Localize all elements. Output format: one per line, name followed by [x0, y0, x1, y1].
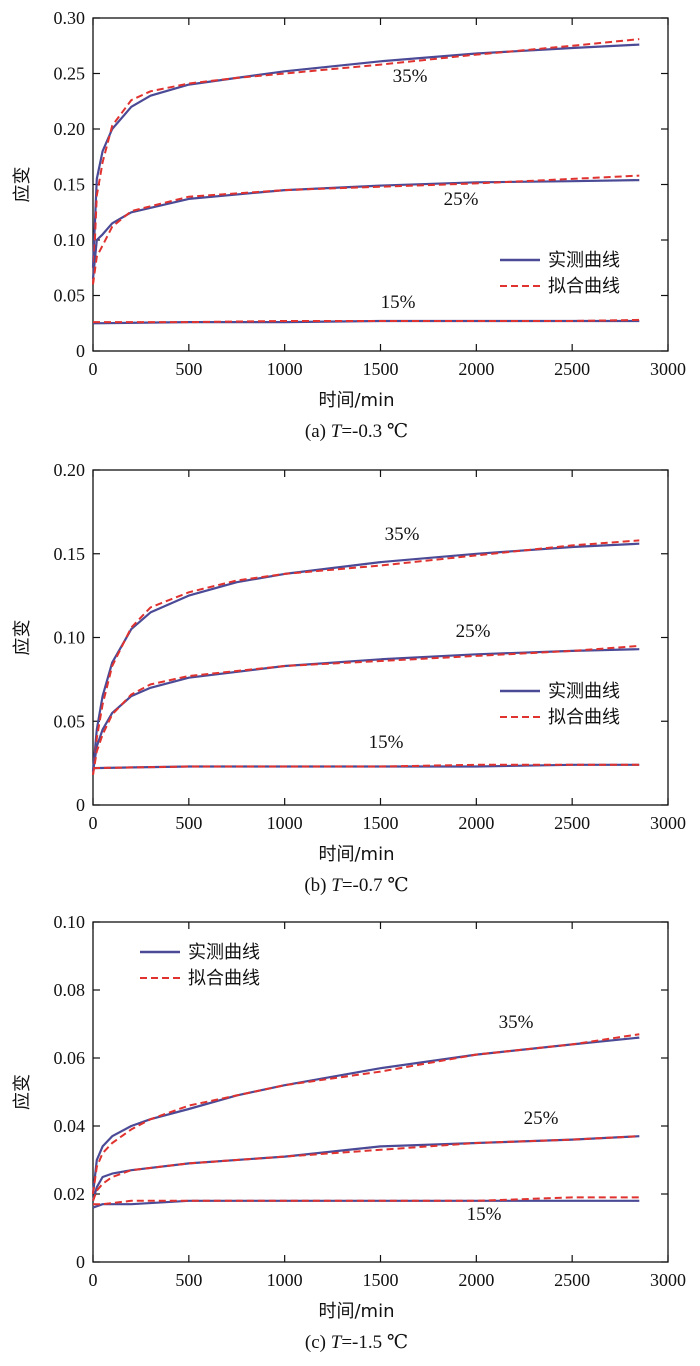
- legend-measured-label: 实测曲线: [548, 681, 620, 702]
- measured-curve-25pct: [91, 648, 640, 772]
- fitted-curve-35pct: [92, 38, 640, 285]
- x-axis-title: 时间/min: [318, 1301, 394, 1322]
- y-tick-label: 0.02: [54, 1184, 86, 1204]
- x-tick-label: 3000: [650, 1270, 686, 1290]
- measured-curve-35pct: [91, 542, 640, 772]
- fitted-curve-25pct: [92, 174, 640, 285]
- caption-suffix: =-0.3 ℃: [341, 421, 408, 442]
- y-tick-label: 0.05: [54, 286, 86, 306]
- plot-frame: [92, 921, 669, 1263]
- x-tick-label: 1000: [267, 813, 303, 833]
- x-tick-label: 1000: [267, 359, 303, 379]
- y-tick-label: 0.20: [54, 119, 86, 139]
- caption-variable: T: [331, 421, 343, 442]
- measured-curve-25pct: [91, 1135, 640, 1202]
- x-tick-label: 500: [175, 1270, 202, 1290]
- x-axis-title: 时间/min: [318, 844, 394, 865]
- x-tick-label: 500: [175, 359, 202, 379]
- y-tick-label: 0.08: [54, 980, 86, 1000]
- series-label: 25%: [444, 189, 479, 210]
- series-label: 35%: [393, 66, 428, 87]
- chart-panel-3: 0 500 1000 1500 2000 2500 3000 0 0.02 0.04 0.06 0.0…: [12, 912, 686, 1353]
- series-label: 15%: [381, 292, 416, 313]
- legend-fitted-label: 拟合曲线: [548, 276, 620, 297]
- panel-caption: (c) T=-1.5 ℃: [305, 1332, 408, 1353]
- caption-prefix: (a): [305, 421, 331, 442]
- fitted-curve-25pct: [92, 644, 640, 776]
- x-tick-label: 1500: [363, 813, 399, 833]
- y-tick-label: 0.10: [54, 230, 86, 250]
- y-tick-label: 0.15: [54, 544, 86, 564]
- x-tick-label: 2000: [458, 359, 494, 379]
- y-tick-label: 0.30: [54, 8, 86, 28]
- x-tick-label: 3000: [650, 813, 686, 833]
- y-axis-title: 应变: [12, 1074, 33, 1110]
- y-tick-label: 0: [76, 1252, 85, 1272]
- y-tick-label: 0.20: [54, 460, 86, 480]
- y-axis-title: 应变: [12, 620, 33, 656]
- caption-prefix: (b): [304, 875, 331, 896]
- fitted-curve-35pct: [92, 1033, 640, 1195]
- x-tick-label: 2000: [458, 813, 494, 833]
- legend-measured-label: 实测曲线: [188, 942, 260, 963]
- y-tick-label: 0.15: [54, 175, 86, 195]
- caption-variable: T: [331, 1332, 343, 1353]
- x-tick-label: 1500: [363, 359, 399, 379]
- legend-fitted-label: 拟合曲线: [188, 968, 260, 989]
- fitted-curve-15pct: [93, 1196, 640, 1206]
- y-tick-label: 0.06: [54, 1048, 86, 1068]
- panel-caption: (b) T=-0.7 ℃: [304, 875, 408, 896]
- x-tick-label: 1000: [267, 1270, 303, 1290]
- fitted-curve-15pct: [92, 763, 640, 770]
- caption-prefix: (c): [305, 1332, 331, 1353]
- series-label: 15%: [467, 1204, 502, 1225]
- y-tick-label: 0.25: [54, 64, 86, 84]
- x-tick-label: 0: [89, 813, 98, 833]
- measured-curve-35pct: [91, 43, 640, 268]
- series-label: 35%: [385, 524, 420, 545]
- series-label: 35%: [499, 1012, 534, 1033]
- y-tick-label: 0.10: [54, 628, 86, 648]
- measured-curve-15pct: [92, 1199, 640, 1209]
- legend-measured-label: 实测曲线: [548, 250, 620, 271]
- x-tick-label: 3000: [650, 359, 686, 379]
- x-axis-title: 时间/min: [318, 390, 394, 411]
- y-tick-label: 0: [76, 341, 85, 361]
- x-tick-label: 0: [89, 1270, 98, 1290]
- y-tick-label: 0.04: [54, 1116, 86, 1136]
- chart-panel-2: 0 500 1000 1500 2000 2500 3000 0 0.05 0.10 0.15 0.2…: [12, 460, 686, 896]
- series-label: 25%: [524, 1108, 559, 1129]
- fitted-curve-15pct: [93, 318, 640, 324]
- caption-suffix: =-1.5 ℃: [341, 1332, 408, 1353]
- x-tick-label: 1500: [363, 1270, 399, 1290]
- series-label: 25%: [456, 621, 491, 642]
- y-tick-label: 0.05: [54, 711, 86, 731]
- caption-variable: T: [331, 875, 343, 896]
- caption-suffix: =-0.7 ℃: [342, 875, 409, 896]
- y-axis-title: 应变: [12, 167, 33, 203]
- y-tick-label: 0.10: [54, 912, 86, 932]
- chart-panel-1: 0 500 1000 1500 2000 2500 3000 0 0.05 0.10 0.15 0.2…: [12, 8, 686, 442]
- fitted-curve-35pct: [92, 539, 640, 776]
- x-tick-label: 2500: [554, 813, 590, 833]
- y-tick-label: 0: [76, 795, 85, 815]
- x-tick-label: 500: [175, 813, 202, 833]
- fitted-curve-25pct: [92, 1135, 640, 1202]
- x-tick-label: 0: [89, 359, 98, 379]
- x-tick-label: 2500: [554, 359, 590, 379]
- panel-caption: (a) T=-0.3 ℃: [305, 421, 408, 442]
- x-tick-label: 2000: [458, 1270, 494, 1290]
- plot-frame: [92, 469, 669, 806]
- series-label: 15%: [369, 732, 404, 753]
- legend-fitted-label: 拟合曲线: [548, 707, 620, 728]
- x-tick-label: 2500: [554, 1270, 590, 1290]
